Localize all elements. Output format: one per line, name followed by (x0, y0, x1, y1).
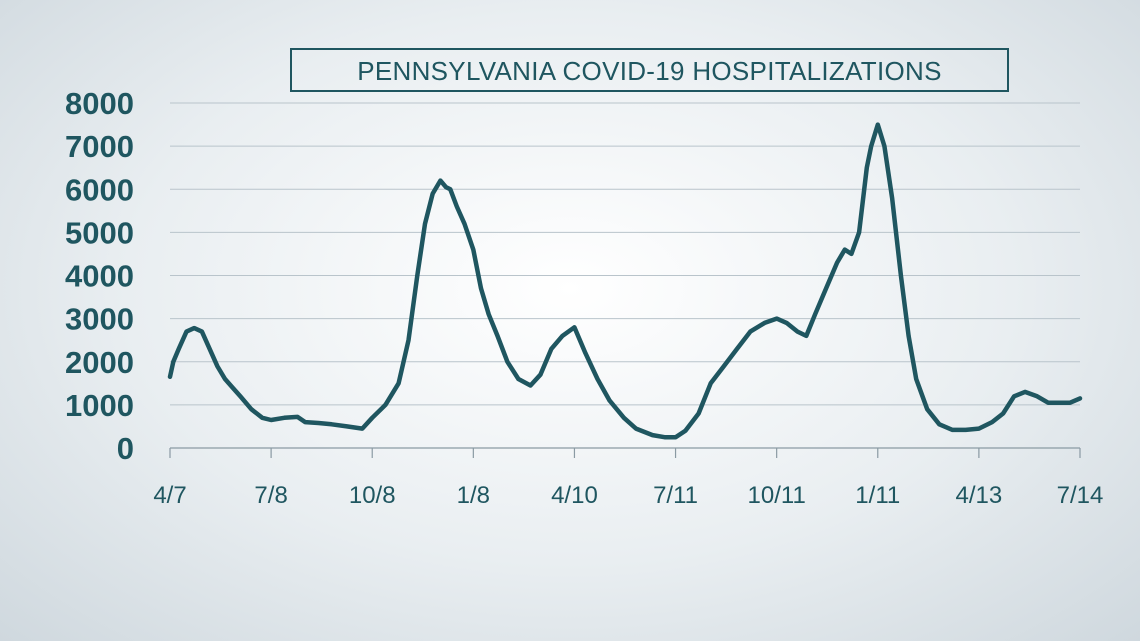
x-tick-label: 1/11 (855, 482, 900, 509)
chart-title-box (290, 48, 1009, 92)
x-tick-label: 1/8 (457, 482, 490, 509)
y-tick-label: 5000 (65, 215, 134, 250)
x-tick-labels: 4/7 7/8 10/8 1/8 4/10 7/11 10/11 1/11 4/13 7/14 (153, 482, 1103, 509)
y-tick-label: 4000 (65, 259, 134, 294)
y-tick-label: 3000 (65, 302, 134, 337)
chart-title: PENNSYLVANIA COVID-19 HOSPITALIZATIONS (357, 56, 942, 86)
chart-title-group: PENNSYLVANIA COVID-19 HOSPITALIZATIONS (290, 48, 1009, 92)
y-tick-labels: 0 1000 2000 3000 4000 5000 6000 7000 8000 (65, 86, 134, 466)
x-tick-label: 10/8 (349, 482, 396, 509)
y-tick-label: 2000 (65, 345, 134, 380)
y-tick-label: 0 (117, 431, 134, 466)
x-tick-label: 10/11 (748, 482, 806, 509)
x-tick-label: 7/8 (254, 482, 287, 509)
series-line-0 (167, 122, 1083, 440)
series-layer (167, 122, 1083, 440)
y-tick-label: 8000 (65, 86, 134, 121)
axis-layer (169, 447, 1081, 458)
x-tick-label: 4/7 (153, 482, 186, 509)
x-tick-label: 4/13 (956, 482, 1003, 509)
grid-layer (170, 102, 1080, 406)
y-tick-label: 7000 (65, 129, 134, 164)
x-tick-label: 4/10 (551, 482, 598, 509)
x-tick-label: 7/14 (1057, 482, 1104, 509)
y-tick-label: 6000 (65, 172, 134, 207)
x-tick-label: 7/11 (653, 482, 698, 509)
y-tick-label: 1000 (65, 388, 134, 423)
